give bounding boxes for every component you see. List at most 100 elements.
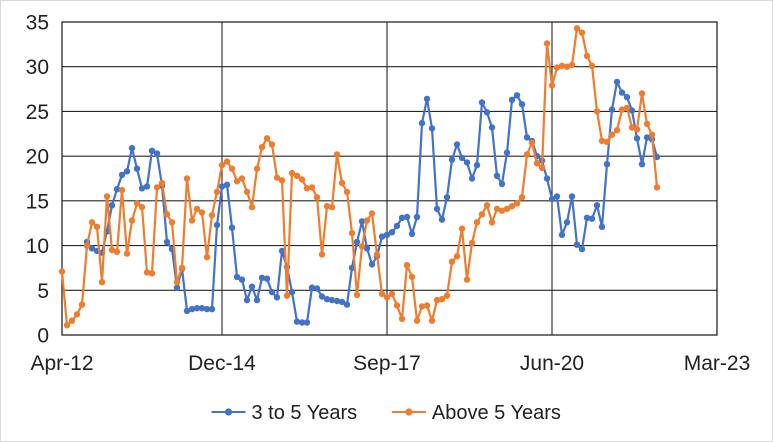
x-axis-tick-label: Jun-20 xyxy=(520,352,584,375)
data-point-marker xyxy=(128,144,136,152)
data-point-marker xyxy=(433,205,441,213)
data-point-marker xyxy=(648,131,656,138)
data-point-marker xyxy=(198,305,206,312)
data-point-marker xyxy=(508,203,516,210)
data-point-marker xyxy=(278,247,286,255)
data-point-marker xyxy=(148,270,156,277)
data-point-marker xyxy=(268,141,276,148)
data-point-marker xyxy=(103,193,111,200)
data-point-marker xyxy=(578,29,586,36)
data-point-marker xyxy=(323,203,331,210)
data-point-marker xyxy=(228,224,236,231)
data-point-marker xyxy=(163,238,171,246)
data-point-marker xyxy=(478,99,486,106)
data-point-marker xyxy=(108,202,116,209)
series-above-5-years xyxy=(58,25,661,329)
data-point-marker xyxy=(233,178,241,185)
y-axis-tick-label: 35 xyxy=(26,12,49,35)
data-point-marker xyxy=(468,239,476,247)
x-axis-tick-label: Dec-14 xyxy=(188,352,256,375)
data-point-marker xyxy=(258,144,266,151)
y-axis-tick-label: 0 xyxy=(37,325,49,348)
data-point-marker xyxy=(463,159,471,166)
data-point-marker xyxy=(558,62,566,69)
data-point-marker xyxy=(398,214,406,221)
data-point-marker xyxy=(453,253,461,260)
data-point-marker xyxy=(198,209,206,216)
data-point-marker xyxy=(513,200,521,207)
y-axis-tick-label: 10 xyxy=(26,235,49,258)
data-point-marker xyxy=(258,274,266,281)
legend: 3 to 5 Years Above 5 Years xyxy=(211,402,561,424)
data-point-marker xyxy=(643,134,651,141)
data-point-marker xyxy=(368,261,376,268)
data-point-marker xyxy=(253,296,261,304)
data-point-marker xyxy=(633,126,641,133)
data-point-marker xyxy=(58,268,66,275)
data-point-marker xyxy=(223,158,231,165)
data-point-marker xyxy=(243,296,251,304)
data-point-marker xyxy=(378,233,386,240)
data-point-marker xyxy=(153,150,161,157)
series-3-to-5-years xyxy=(83,78,661,326)
data-point-marker xyxy=(488,124,496,131)
data-point-marker xyxy=(273,294,281,301)
data-point-marker xyxy=(393,222,401,230)
data-point-marker xyxy=(598,223,606,230)
data-point-marker xyxy=(363,245,371,252)
data-point-marker xyxy=(143,183,151,190)
data-point-marker xyxy=(358,218,366,225)
data-point-marker xyxy=(168,219,176,226)
data-point-marker xyxy=(278,177,286,184)
data-point-marker xyxy=(368,210,376,217)
data-point-marker xyxy=(343,301,351,308)
data-point-marker xyxy=(318,251,326,258)
data-point-marker xyxy=(628,124,636,131)
data-point-marker xyxy=(303,185,311,192)
y-axis-tick-label: 30 xyxy=(26,56,49,79)
data-point-marker xyxy=(513,92,521,99)
data-point-marker xyxy=(208,212,216,219)
x-axis-tick-label: Apr-12 xyxy=(30,352,93,375)
data-point-marker xyxy=(283,292,291,299)
legend-marker-above-5-years xyxy=(405,408,413,416)
data-point-marker xyxy=(498,180,506,188)
y-axis-tick-labels: 0 5 10 15 20 25 30 35 xyxy=(26,12,49,348)
data-point-marker xyxy=(418,303,426,310)
data-point-marker xyxy=(418,119,426,127)
data-point-marker xyxy=(518,101,526,108)
data-point-marker xyxy=(603,138,611,145)
y-axis-tick-label: 15 xyxy=(26,190,49,213)
data-point-marker xyxy=(443,292,451,299)
data-point-marker xyxy=(583,214,591,221)
data-point-marker xyxy=(298,176,306,183)
data-point-marker xyxy=(518,194,526,201)
data-point-marker xyxy=(438,296,446,303)
data-point-marker xyxy=(118,186,126,194)
data-point-marker xyxy=(583,52,591,60)
data-point-marker xyxy=(318,293,326,300)
data-point-marker xyxy=(378,290,386,298)
data-point-marker xyxy=(248,283,256,290)
series-line-above-5-years xyxy=(60,27,659,327)
data-point-marker xyxy=(458,225,466,232)
data-point-marker xyxy=(448,258,456,265)
data-point-marker xyxy=(453,141,461,148)
data-point-marker xyxy=(573,25,581,32)
data-point-marker xyxy=(553,193,561,200)
data-point-marker xyxy=(613,78,621,86)
data-point-marker xyxy=(333,297,341,305)
data-point-marker xyxy=(403,262,411,269)
data-point-marker xyxy=(293,172,301,179)
data-point-marker xyxy=(88,245,96,252)
data-point-marker xyxy=(208,305,216,313)
data-point-marker xyxy=(328,296,336,304)
data-point-marker xyxy=(113,186,121,193)
data-point-marker xyxy=(288,169,296,177)
data-point-marker xyxy=(568,193,576,200)
data-point-marker xyxy=(388,229,396,236)
data-point-marker xyxy=(273,174,281,181)
plot-area-border xyxy=(61,21,718,336)
data-point-marker xyxy=(353,291,361,298)
data-point-marker xyxy=(458,154,466,162)
